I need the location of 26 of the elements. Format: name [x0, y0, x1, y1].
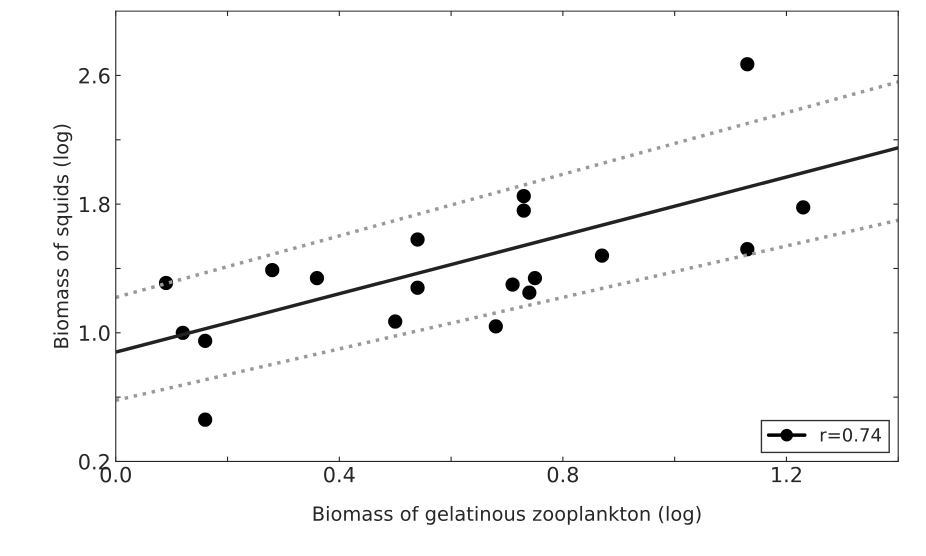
y-axis-title: Biomass of squids (log) [53, 124, 72, 348]
point [516, 188, 531, 204]
x-tick-label: 0.8 [548, 466, 578, 482]
x-tick-label: 1.2 [772, 466, 801, 482]
point [198, 412, 212, 427]
point [410, 280, 425, 295]
y-tick-label: 1.0 [80, 325, 110, 342]
point [528, 271, 542, 286]
y-tick-label: 2.6 [79, 68, 110, 84]
point [410, 232, 425, 247]
point [740, 57, 754, 72]
legend-label: r=0.74 [820, 428, 881, 442]
point [388, 314, 402, 329]
x-tick-label: 0.4 [324, 466, 355, 482]
point [796, 200, 810, 214]
point [516, 203, 531, 218]
point [522, 285, 536, 300]
point [594, 248, 610, 263]
point [265, 262, 280, 278]
x-axis-title: Biomass of gelatinous zooplankton (log) [314, 506, 701, 525]
point [198, 334, 212, 348]
point [505, 277, 520, 292]
point [740, 242, 754, 256]
point [310, 271, 324, 286]
y-tick-label: 1.8 [80, 196, 110, 212]
point [488, 319, 503, 334]
